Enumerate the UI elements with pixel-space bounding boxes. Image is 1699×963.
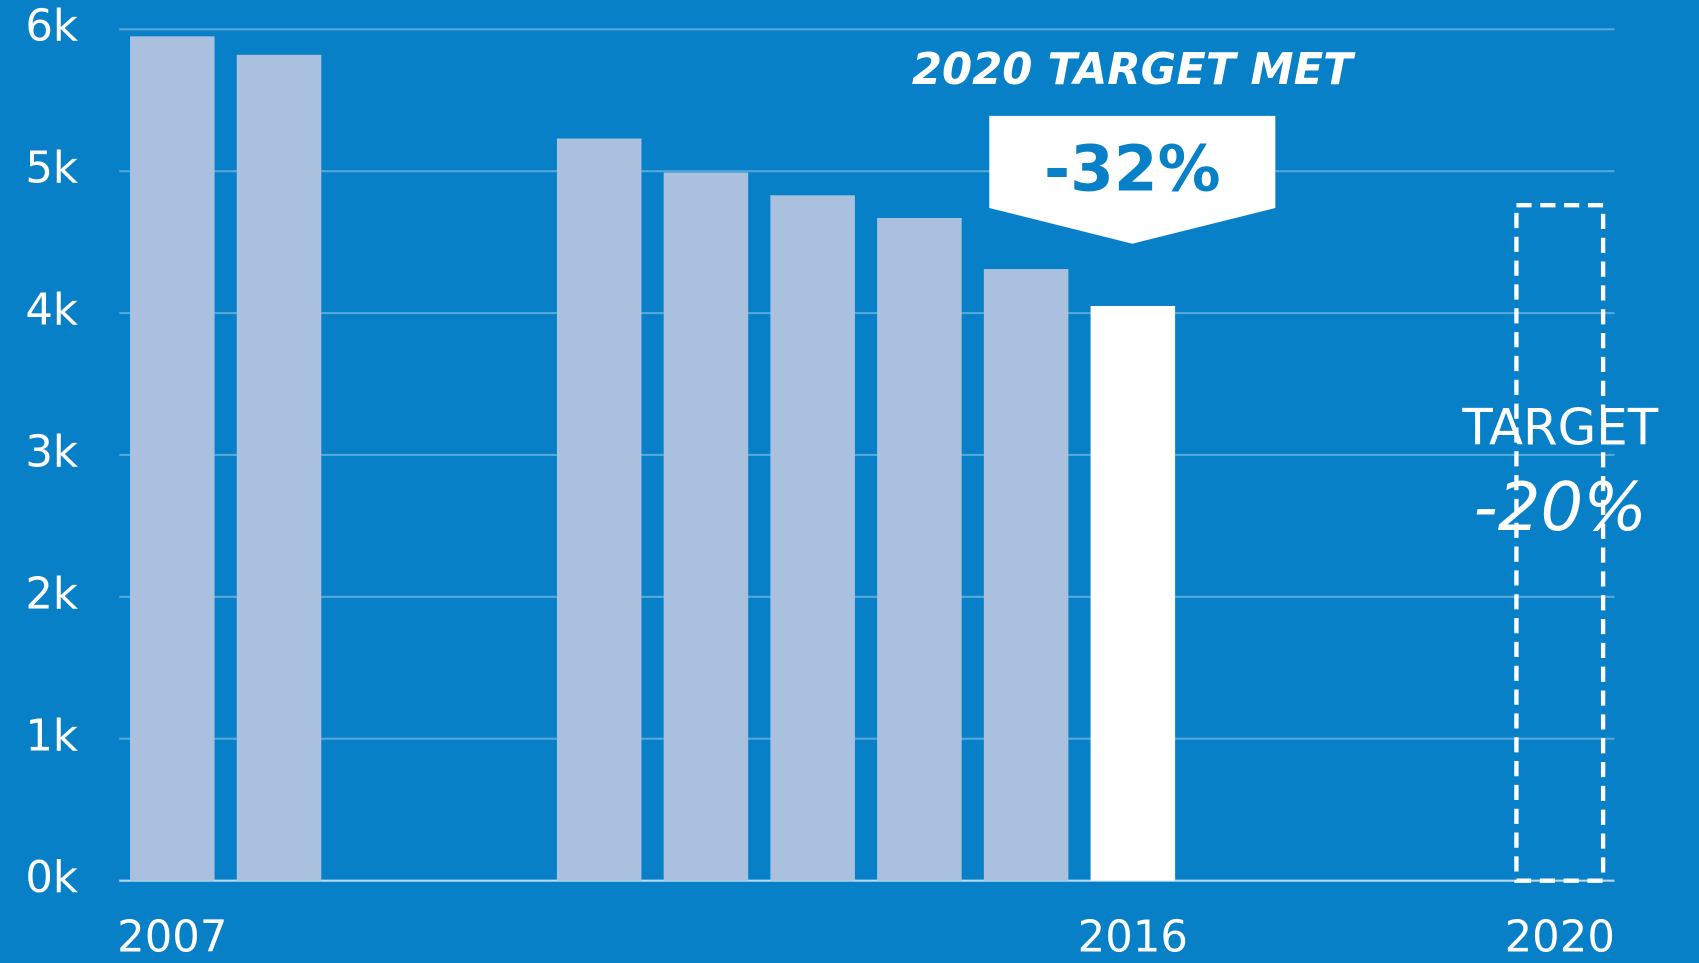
y-tick-label: 5k: [25, 144, 78, 194]
bar: [983, 269, 1069, 881]
y-tick-label: 6k: [25, 2, 78, 52]
bar: [770, 195, 855, 881]
target-change: -20%: [1474, 468, 1648, 546]
headline: 2020 TARGET MET: [912, 45, 1356, 95]
bar: [663, 172, 749, 881]
x-tick-label: 2007: [117, 913, 227, 963]
bar: [1090, 305, 1176, 881]
y-tick-label: 3k: [25, 427, 78, 477]
bar: [130, 36, 215, 881]
target-label: TARGET: [1461, 399, 1658, 457]
y-tick-label: 2k: [25, 569, 78, 619]
x-tick-label: 2020: [1505, 913, 1615, 963]
achieved-change: -32%: [1044, 132, 1220, 205]
y-tick-label: 1k: [25, 711, 78, 761]
y-tick-label: 0k: [25, 853, 78, 903]
bar: [877, 217, 962, 881]
x-tick-label: 2016: [1078, 913, 1188, 963]
bar: [236, 54, 322, 881]
callout-box: [989, 115, 1276, 244]
y-tick-label: 4k: [25, 286, 78, 336]
bar: [556, 138, 642, 881]
